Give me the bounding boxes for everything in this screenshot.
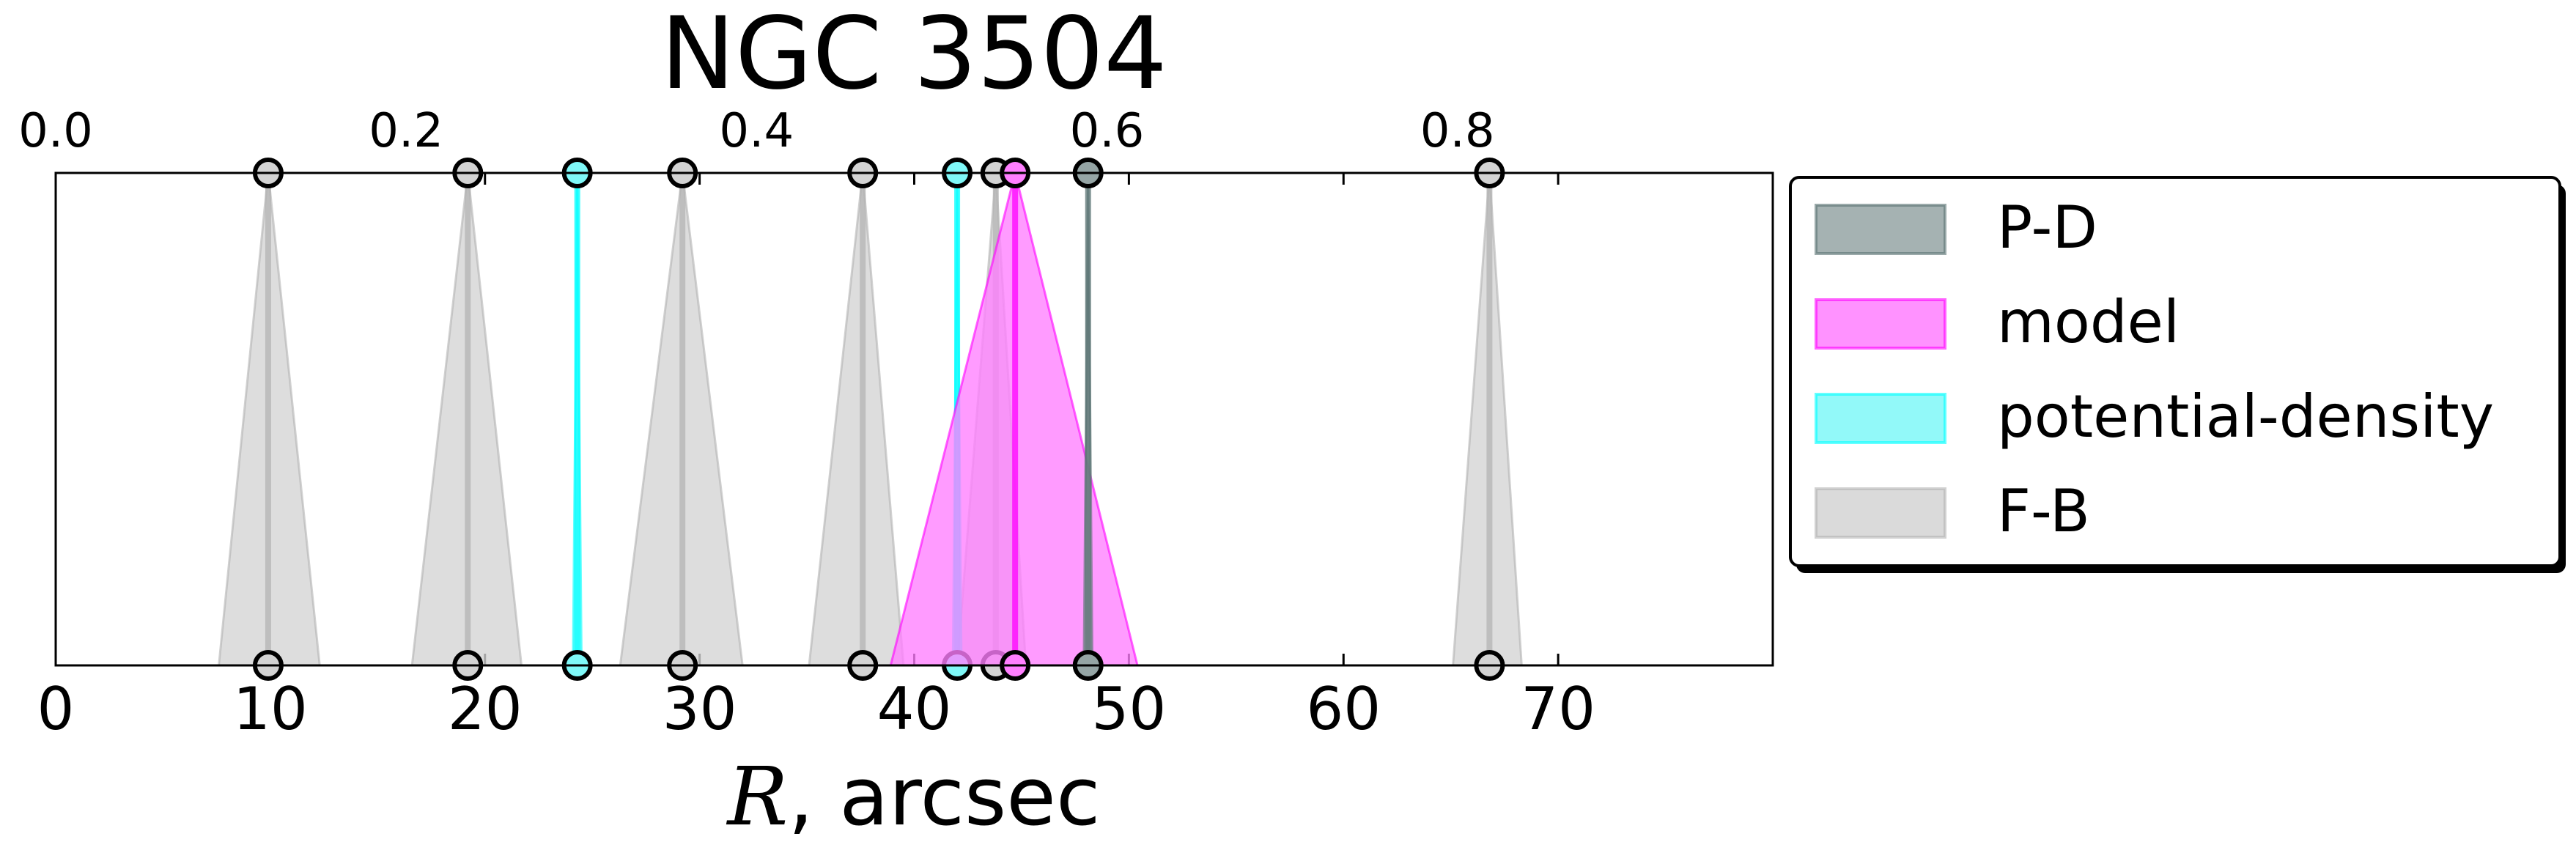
x-tick-label: 30 bbox=[663, 675, 737, 743]
x-axis-label-variable: R bbox=[726, 750, 789, 843]
x-tick-label: 10 bbox=[233, 675, 308, 743]
chart-title: NGC 3504 bbox=[660, 0, 1167, 112]
x-tick-label: 0 bbox=[37, 675, 75, 743]
x-axis-label-unit: , arcsec bbox=[788, 750, 1100, 843]
plot-frame bbox=[54, 171, 1774, 667]
series-f-b bbox=[217, 158, 1523, 681]
plot-area bbox=[217, 158, 1523, 681]
x-tick-label: 40 bbox=[877, 675, 952, 743]
x-tick-label: 60 bbox=[1306, 675, 1381, 743]
legend-label: potential-density bbox=[1997, 383, 2494, 451]
legend-label: F-B bbox=[1997, 477, 2090, 545]
legend-swatch bbox=[1815, 393, 1946, 444]
legend-label: P-D bbox=[1997, 193, 2097, 262]
x-axis-label: R, arcsec bbox=[726, 750, 1101, 843]
top-tick-label: 0.8 bbox=[1420, 104, 1495, 158]
marker-uncertainty bbox=[808, 172, 905, 667]
legend-swatch bbox=[1815, 204, 1946, 255]
top-tick-label: 0.6 bbox=[1070, 104, 1145, 158]
series-model bbox=[889, 158, 1140, 681]
x-tick-label: 20 bbox=[448, 675, 523, 743]
series-p-d bbox=[1072, 158, 1104, 681]
top-tick-label: 0.2 bbox=[369, 104, 443, 158]
legend-swatch bbox=[1815, 487, 1946, 539]
legend-swatch bbox=[1815, 298, 1946, 350]
top-tick-label: 0.0 bbox=[18, 104, 93, 158]
legend-items: P-D model potential-density F-B bbox=[1815, 193, 2494, 545]
legend: P-D model potential-density F-B bbox=[1789, 176, 2566, 573]
x-tick-label: 70 bbox=[1521, 675, 1595, 743]
top-tick-label: 0.4 bbox=[719, 104, 794, 158]
legend-label: model bbox=[1997, 288, 2180, 356]
top-axis-ticks: 0.0 0.2 0.4 0.6 0.8 bbox=[18, 104, 1494, 158]
x-tick-label: 50 bbox=[1091, 675, 1166, 743]
x-axis-ticks: 0 10 20 30 40 50 60 70 bbox=[37, 173, 1595, 743]
legend-frame bbox=[1789, 176, 2561, 567]
